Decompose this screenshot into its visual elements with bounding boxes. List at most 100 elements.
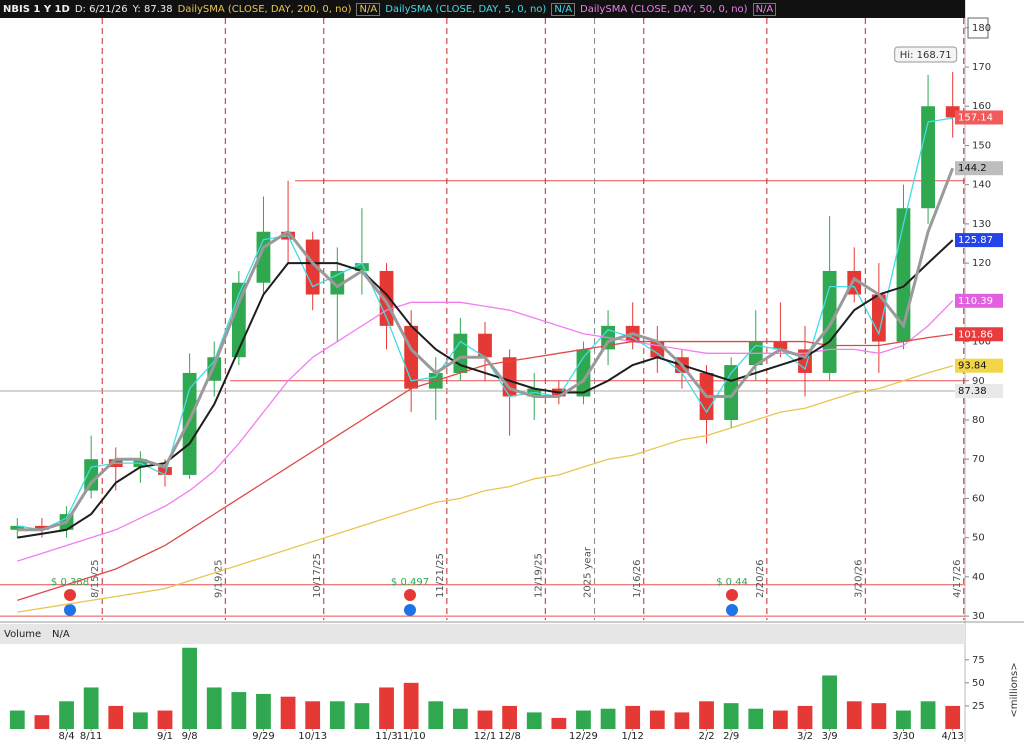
x-tick-label: 9/29 [252, 731, 274, 742]
volume-bar [9, 710, 25, 729]
volume-bar [502, 705, 517, 729]
sma-line [17, 167, 955, 532]
x-tick-label: 8/11 [80, 731, 102, 742]
y-tick-label: 90 [972, 376, 985, 387]
price-tag-bg [955, 233, 1003, 248]
y-tick-label: 40 [972, 572, 985, 583]
high-label: Hi: 168.71 [900, 50, 952, 61]
volume-bar [305, 701, 321, 729]
volume-bar [649, 710, 665, 729]
candle-body [945, 106, 960, 118]
volume-bar [797, 705, 813, 729]
volume-bar [206, 687, 222, 729]
dividend-icon [404, 589, 416, 601]
high-box [894, 46, 958, 63]
candle-body [35, 525, 49, 530]
expiration-label: 10/17/25 [312, 553, 323, 598]
volume-bar [896, 710, 911, 729]
close-tag: 157.14 [958, 112, 993, 123]
price-tag-bg [955, 161, 1003, 176]
candle-body [650, 341, 665, 358]
volume-bar [83, 687, 99, 729]
expiration-label: 4/17/26 [952, 559, 963, 598]
candle-body [773, 341, 788, 350]
volume-bar [403, 682, 419, 729]
earnings-icon [64, 604, 76, 616]
volume-bar [674, 712, 690, 729]
candle-body [871, 294, 886, 342]
x-tick-label: 1/12 [621, 731, 643, 742]
volume-bar [477, 710, 493, 729]
dividend-icon [64, 589, 76, 601]
volume-bar [723, 703, 739, 729]
volume-header [0, 624, 965, 644]
header: NBIS 1 Y 1D D: 6/21/26 Y: 87.38 DailySMA (C… [0, 0, 965, 18]
volume-bar [576, 710, 591, 729]
study-status: N/A [356, 2, 381, 16]
volume-bar [231, 692, 247, 729]
volume-bar [379, 687, 394, 729]
expiration-label: 9/19/25 [213, 559, 224, 598]
volume-bar [59, 701, 74, 729]
expiration-label: 2025 year [583, 546, 594, 598]
y-tick-label: 120 [972, 258, 991, 269]
price-tag: 93.84 [958, 361, 987, 372]
x-tick-label: 12/1 [474, 731, 496, 742]
y-tick-label: 170 [972, 62, 991, 73]
study-status: N/A [752, 2, 777, 16]
price-tag-bg [955, 293, 1003, 308]
volume-bar [280, 696, 296, 729]
price-tag: 101.86 [958, 329, 993, 340]
x-tick-label: 9/1 [157, 731, 173, 742]
volume-bar [773, 710, 788, 729]
volume-bar [526, 712, 542, 729]
y-tick-label: 100 [972, 337, 991, 348]
dividend-label: $ 0.388 [51, 577, 89, 588]
volume-bar [945, 705, 961, 729]
x-tick-label: 12/29 [569, 731, 598, 742]
volume-bar [625, 705, 641, 729]
volume-bar [34, 715, 50, 729]
x-tick-label: 3/9 [822, 731, 838, 742]
study-name: DailySMA (CLOSE, DAY, 200, 0, no) [177, 3, 352, 15]
volume-bar [256, 693, 271, 729]
volume-bar [329, 701, 345, 729]
price-tag-bg [955, 327, 1003, 342]
x-tick-label: 9/8 [182, 731, 198, 742]
expiration-label: 1/16/26 [632, 559, 643, 598]
volume-bar [551, 717, 567, 729]
close-tag-bg [955, 110, 1003, 125]
volume-bar [699, 701, 714, 729]
x-tick-label: 11/10 [397, 731, 426, 742]
study-name: DailySMA (CLOSE, DAY, 5, 0, no) [385, 3, 547, 15]
volume-bar [920, 701, 936, 729]
candle-body [231, 282, 246, 358]
dividend-label: $ 0.44 [716, 577, 748, 588]
y-tick-label: 50 [972, 533, 985, 544]
volume-bar [748, 708, 764, 729]
candle-body [355, 263, 369, 271]
volume-bar [846, 701, 862, 729]
volume-bar [822, 675, 837, 729]
volume-tick-label: 75 [972, 655, 985, 666]
x-tick-label: 3/30 [892, 731, 914, 742]
y-tick-label: 80 [972, 415, 985, 426]
expiration-label: 8/15/25 [90, 559, 101, 598]
candle-body [84, 459, 99, 491]
sma-line [17, 239, 954, 539]
y-tick-label: 160 [972, 101, 991, 112]
cursor-price: Y: 87.38 [132, 3, 173, 15]
y-tick-label: 30 [972, 611, 985, 622]
x-tick-label: 11/3 [375, 731, 397, 742]
volume-bar [428, 701, 444, 729]
volume-bar [108, 705, 124, 729]
expiration-label: 12/19/25 [533, 553, 544, 598]
x-tick-label: 4/13 [941, 731, 963, 742]
volume-bar [157, 710, 173, 729]
y-tick-label: 150 [972, 140, 991, 151]
sma-line [17, 365, 953, 613]
y-tick-label: 60 [972, 493, 985, 504]
crosshair-tag: 87.38 [958, 386, 987, 397]
candle-body [478, 333, 492, 358]
